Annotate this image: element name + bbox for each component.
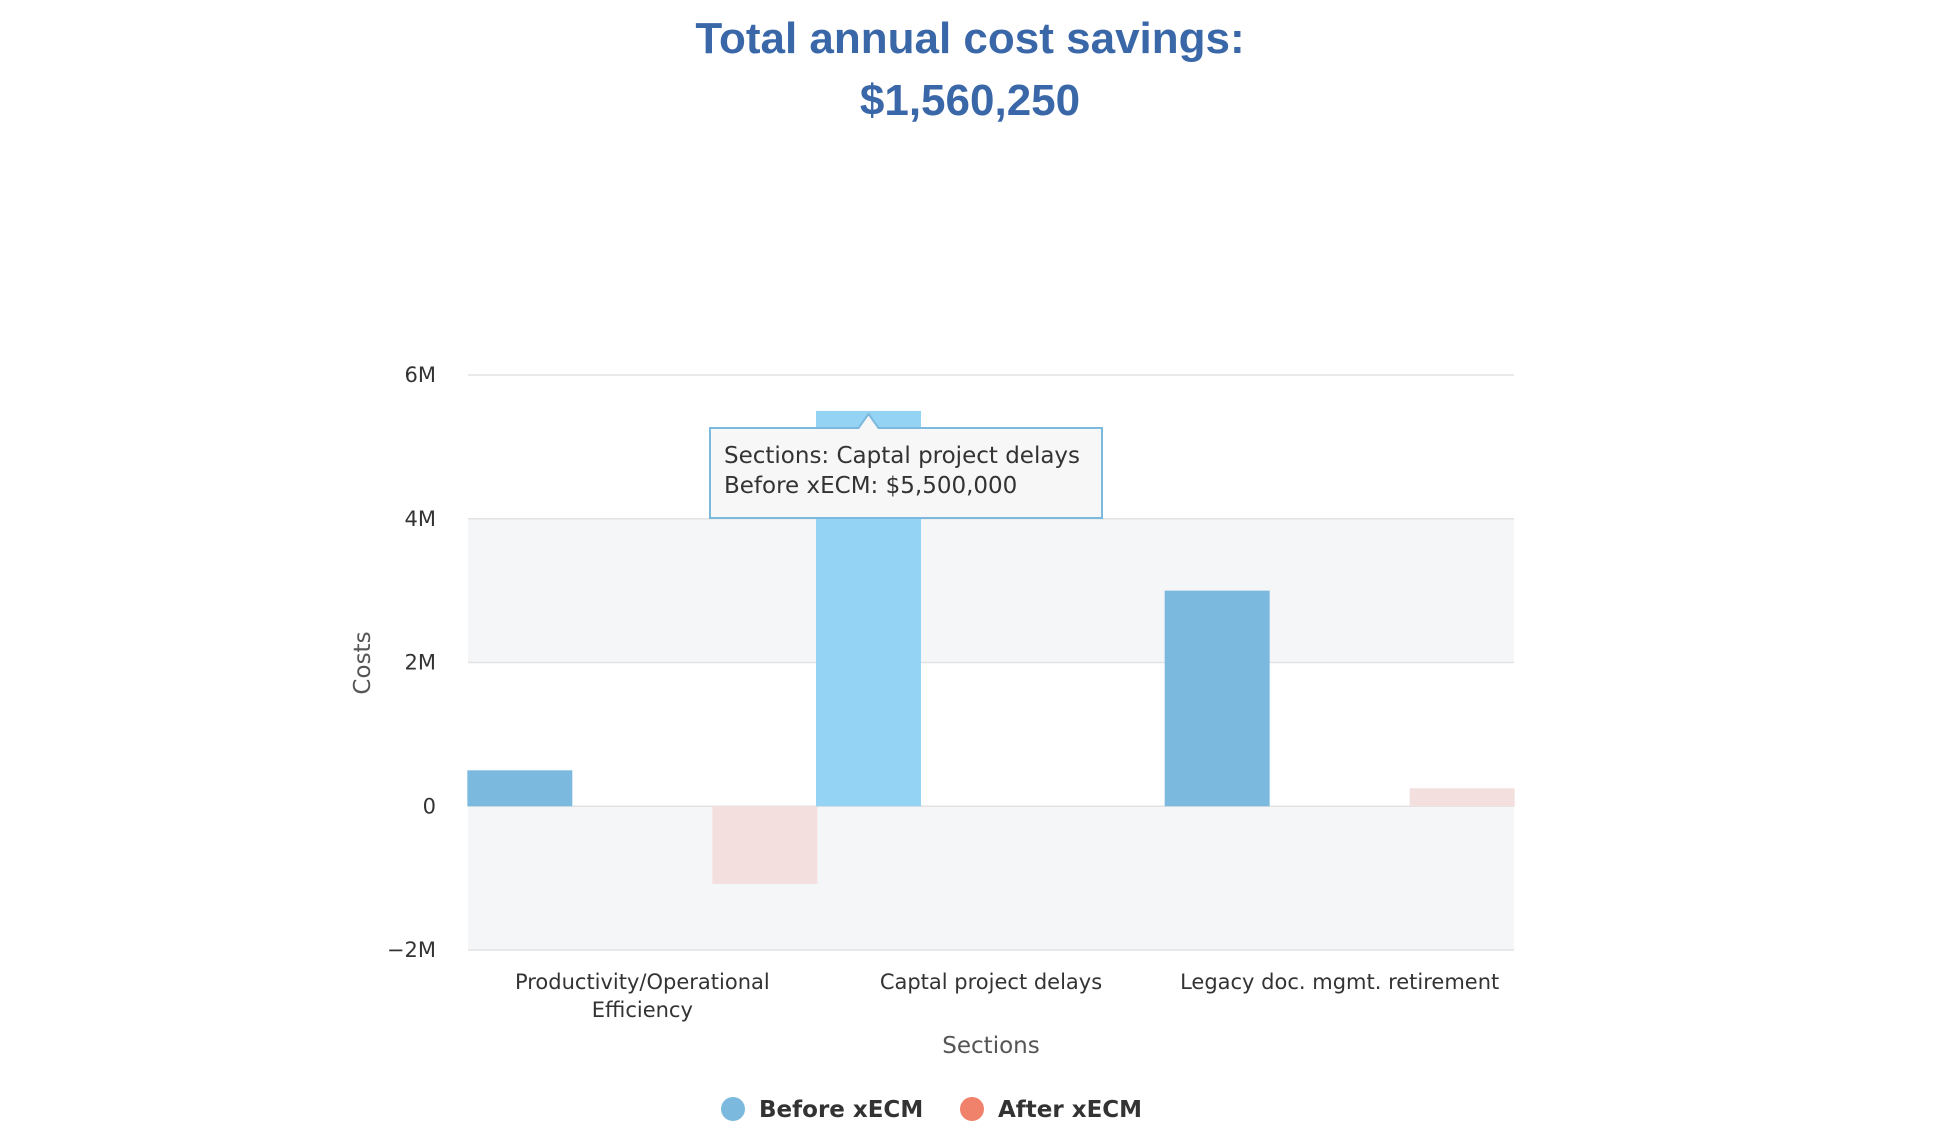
legend-label: After xECM [998,1097,1142,1123]
legend-marker [721,1097,745,1121]
x-tick-label: Legacy doc. mgmt. retirement [1180,970,1499,994]
bar-before-0[interactable] [467,770,573,807]
legend-label: Before xECM [759,1097,923,1123]
y-tick-label: 4M [405,507,436,531]
legend: Before xECM After xECM [721,1097,1142,1123]
chart-title-line1: Total annual cost savings: [695,14,1245,63]
chart-title-line2: $1,560,250 [859,76,1081,125]
x-axis-title: Sections [942,1033,1039,1059]
bar-after-0[interactable] [712,806,818,884]
x-tick-label: Productivity/Operational Efficiency [515,970,770,1022]
legend-item-before[interactable]: Before xECM [721,1097,923,1123]
y-axis-title: Costs [350,631,376,694]
bar-before-2[interactable] [1164,590,1270,807]
plot-bands [468,518,1514,950]
y-tick-label: 6M [405,363,436,387]
tooltip-line2: Before xECM: $5,500,000 [724,473,1017,499]
tooltip: Sections: Captal project delays Before x… [709,412,1103,519]
plot-band [468,806,1514,950]
grid-lines [468,374,1514,951]
legend-item-after[interactable]: After xECM [960,1097,1142,1123]
y-tick-label: 0 [423,794,436,818]
legend-marker [960,1097,984,1121]
y-tick-label: 2M [405,651,436,675]
y-tick-label: −2M [387,938,436,962]
tooltip-box [709,412,1103,519]
bar-after-2[interactable] [1409,788,1515,807]
y-axis-ticks: −2M 0 2M 4M 6M [387,363,436,962]
x-tick-label: Captal project delays [880,970,1102,994]
plot-band [468,518,1514,663]
tooltip-line1: Sections: Captal project delays [724,443,1080,469]
x-axis-ticks: Productivity/Operational Efficiency Captal… [515,970,1499,1022]
